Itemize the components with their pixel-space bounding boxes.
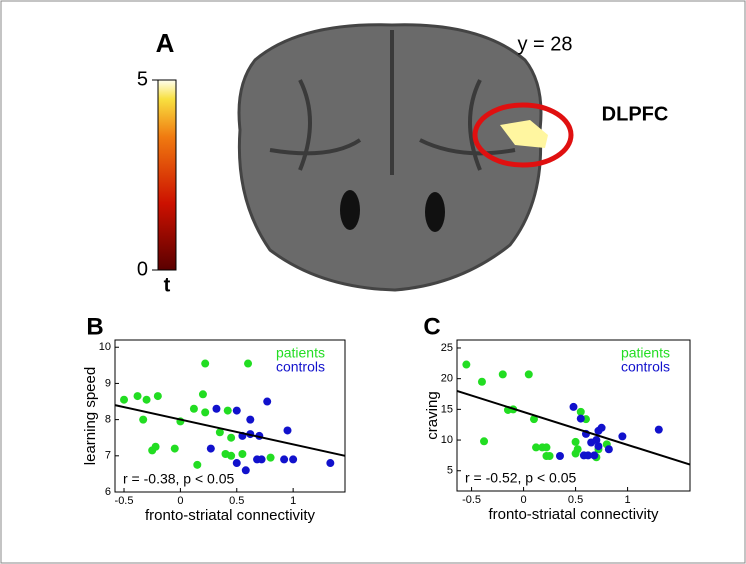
colorbar	[158, 80, 176, 270]
y-tick-label: 8	[105, 414, 111, 426]
point	[284, 426, 292, 434]
x-tick-label: 1	[625, 494, 631, 506]
point	[201, 360, 209, 368]
annotation: r = -0.38, p < 0.05	[123, 471, 235, 487]
point	[594, 442, 602, 450]
point	[139, 416, 147, 424]
point	[199, 390, 207, 398]
point	[577, 415, 585, 423]
y-axis-label: craving	[424, 391, 441, 439]
point	[326, 459, 334, 467]
panel-label: C	[423, 313, 440, 340]
panel-label: A	[156, 28, 175, 58]
x-tick-label: 0	[521, 494, 527, 506]
point	[238, 450, 246, 458]
x-axis-label: fronto-striatal connectivity	[488, 506, 659, 523]
point	[572, 450, 580, 458]
y-tick-label: 6	[105, 486, 111, 498]
x-axis-label: fronto-striatal connectivity	[145, 507, 316, 524]
point	[556, 452, 564, 460]
point	[242, 466, 250, 474]
y-tick-label: 15	[441, 403, 453, 415]
colorbar-tick-label: 5	[137, 68, 148, 90]
point	[244, 360, 252, 368]
point	[462, 361, 470, 369]
legend-entry: controls	[621, 359, 670, 375]
point	[605, 445, 613, 453]
point	[134, 392, 142, 400]
point	[212, 405, 220, 413]
point	[258, 455, 266, 463]
y-tick-label: 10	[441, 434, 453, 446]
point	[499, 370, 507, 378]
y-tick-label: 5	[447, 465, 453, 477]
point	[227, 452, 235, 460]
y-axis-label: learning speed	[82, 367, 99, 465]
x-tick-label: -0.5	[115, 495, 134, 507]
point	[598, 424, 606, 432]
point	[480, 437, 488, 445]
point	[655, 426, 663, 434]
annotation: r = -0.52, p < 0.05	[465, 470, 577, 486]
x-tick-label: 0.5	[568, 494, 583, 506]
figure: A y = 28 DLPFC t 05B-0.500.51678910front…	[0, 0, 746, 564]
legend-entry: controls	[276, 359, 325, 375]
point	[171, 445, 179, 453]
point	[590, 451, 598, 459]
point	[154, 392, 162, 400]
y-tick-label: 9	[105, 377, 111, 389]
point	[201, 408, 209, 416]
point	[207, 445, 215, 453]
panel-label: B	[86, 313, 103, 340]
point	[190, 405, 198, 413]
point	[143, 396, 151, 404]
x-tick-label: 0.5	[229, 495, 244, 507]
x-tick-label: -0.5	[462, 494, 481, 506]
point	[193, 461, 201, 469]
point	[227, 434, 235, 442]
point	[542, 443, 550, 451]
point	[280, 455, 288, 463]
y-tick-label: 10	[99, 341, 111, 353]
region-label: DLPFC	[602, 103, 669, 125]
point	[570, 403, 578, 411]
point	[542, 452, 550, 460]
point	[267, 454, 275, 462]
point	[233, 459, 241, 467]
y-tick-label: 20	[441, 373, 453, 385]
x-tick-label: 1	[290, 495, 296, 507]
point	[233, 407, 241, 415]
point	[120, 396, 128, 404]
colorbar-label: t	[164, 274, 171, 296]
point	[572, 438, 580, 446]
point	[246, 416, 254, 424]
point	[525, 370, 533, 378]
y-tick-label: 25	[441, 342, 453, 354]
point	[148, 446, 156, 454]
point	[289, 455, 297, 463]
colorbar-tick-label: 0	[137, 258, 148, 280]
x-tick-label: 0	[177, 495, 183, 507]
point	[224, 407, 232, 415]
slice-label: y = 28	[517, 33, 572, 55]
point	[478, 378, 486, 386]
point	[618, 432, 626, 440]
y-tick-label: 7	[105, 450, 111, 462]
point	[263, 398, 271, 406]
